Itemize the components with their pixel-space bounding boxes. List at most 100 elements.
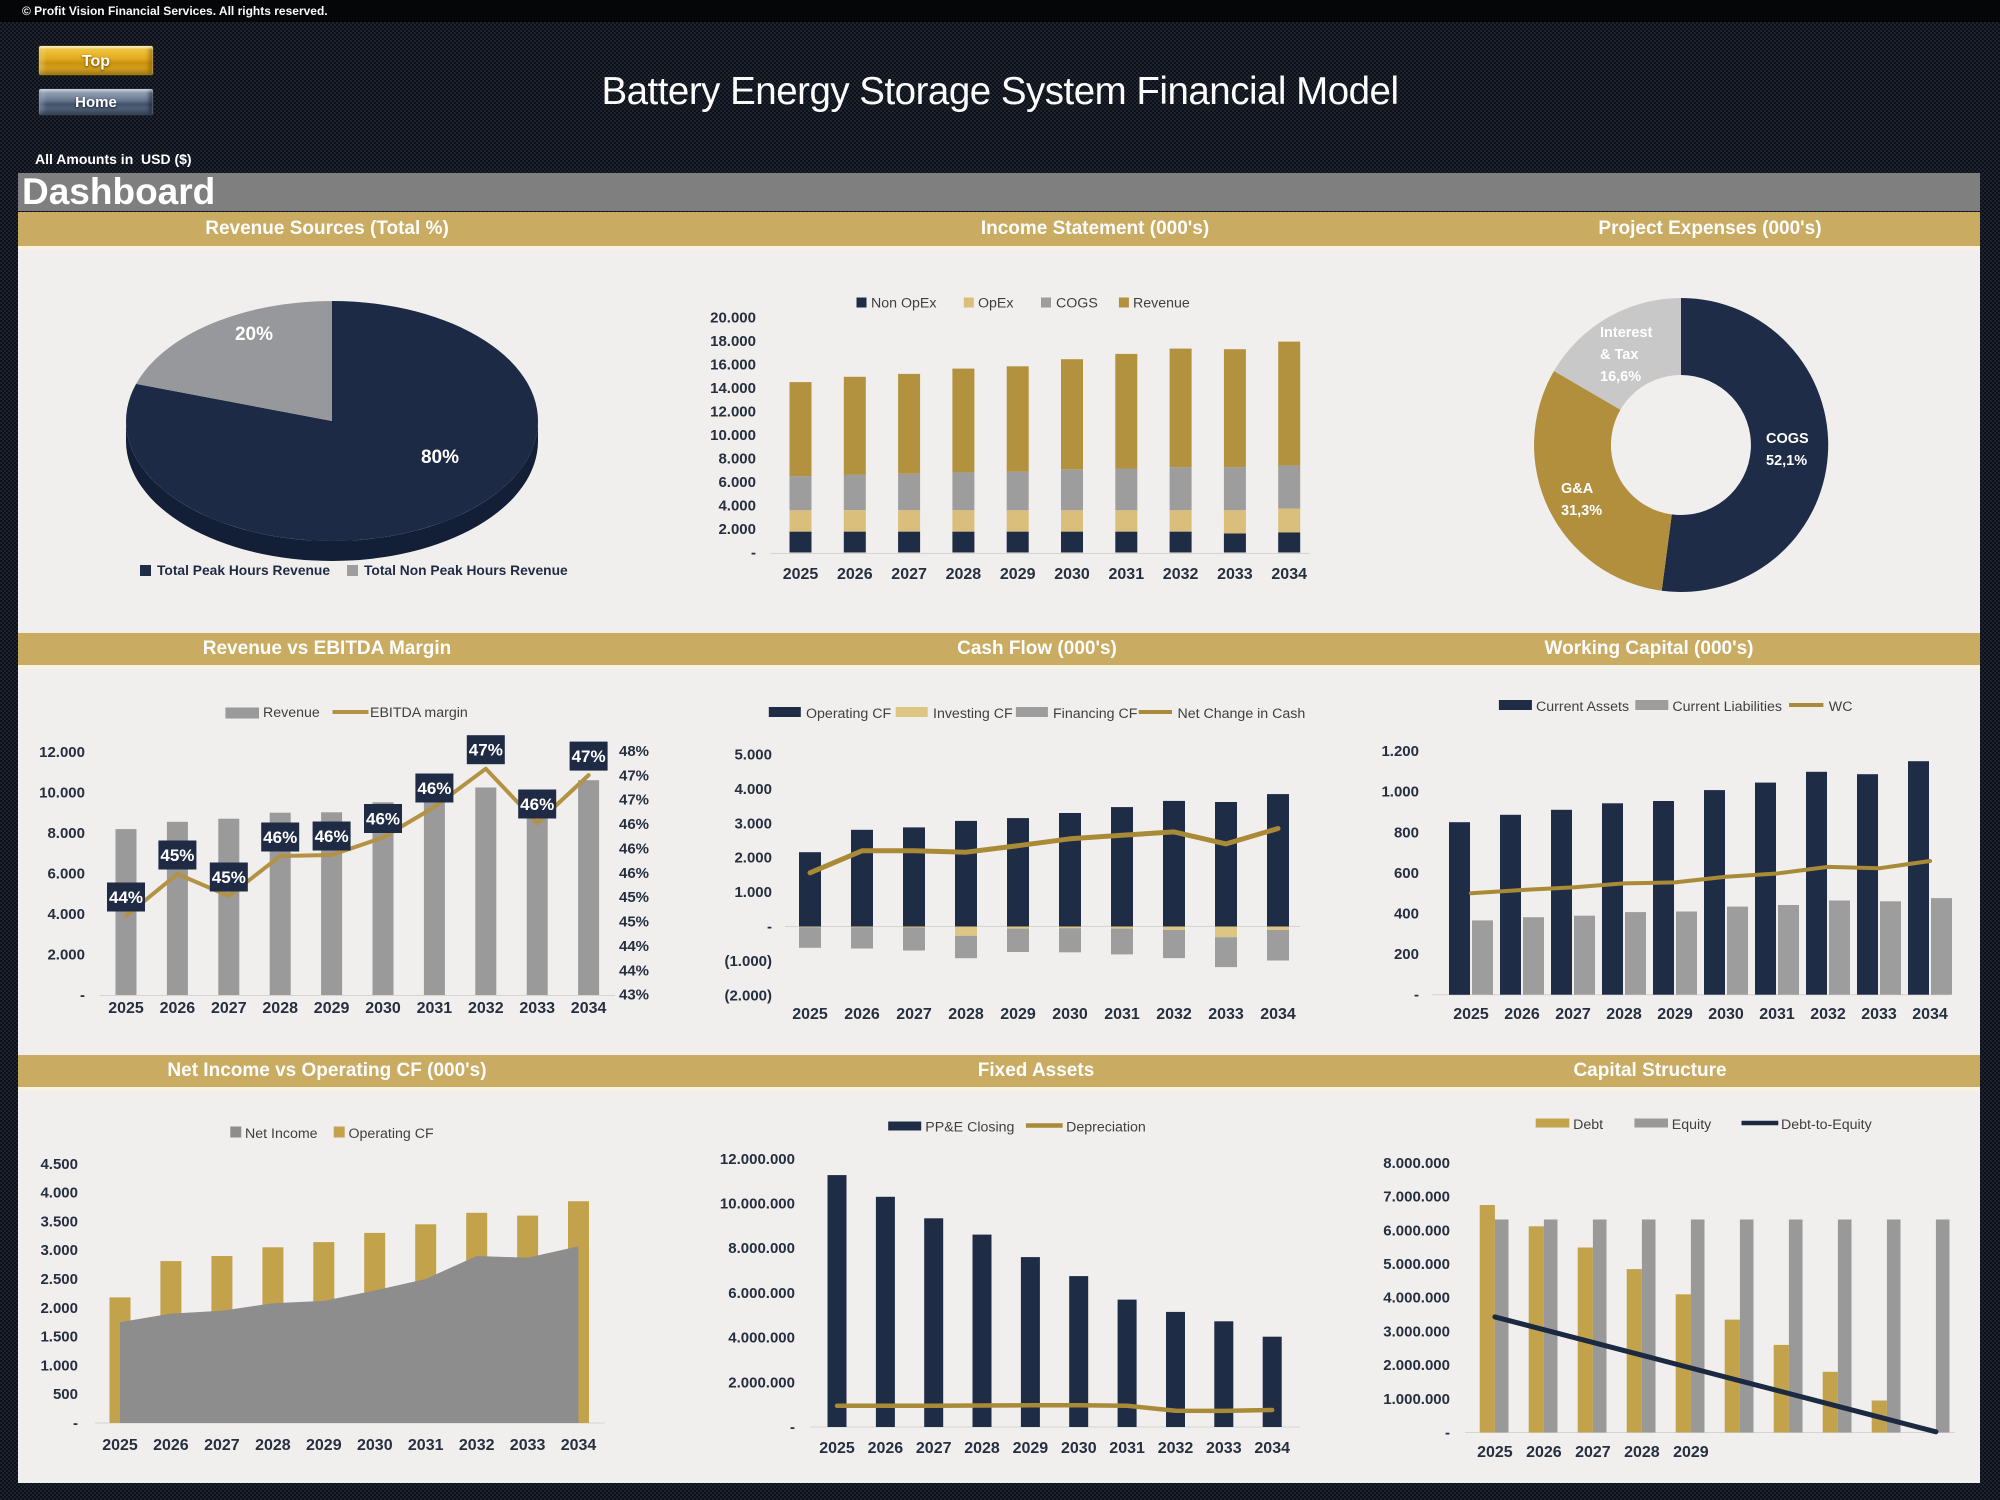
svg-text:2030: 2030 — [365, 1000, 401, 1017]
svg-text:44%: 44% — [619, 962, 649, 979]
svg-text:2028: 2028 — [948, 1006, 984, 1023]
svg-text:12.000.000: 12.000.000 — [720, 1151, 795, 1168]
svg-text:7.000.000: 7.000.000 — [1383, 1189, 1450, 1206]
svg-text:COGS: COGS — [1766, 431, 1809, 447]
svg-text:1.200: 1.200 — [1381, 743, 1419, 760]
svg-text:52,1%: 52,1% — [1766, 453, 1807, 469]
svg-text:Revenue: Revenue — [263, 705, 320, 721]
svg-text:Equity: Equity — [1672, 1117, 1712, 1133]
svg-text:2030: 2030 — [1708, 1006, 1744, 1023]
svg-text:2029: 2029 — [1013, 1440, 1049, 1457]
svg-text:2029: 2029 — [1000, 566, 1036, 583]
svg-text:2025: 2025 — [1453, 1006, 1489, 1023]
svg-text:2028: 2028 — [255, 1437, 291, 1454]
svg-text:12.000: 12.000 — [39, 744, 85, 761]
svg-text:16,6%: 16,6% — [1600, 369, 1641, 385]
svg-text:2026: 2026 — [1504, 1006, 1540, 1023]
svg-text:2029: 2029 — [1657, 1006, 1693, 1023]
svg-text:45%: 45% — [212, 868, 246, 887]
svg-text:2.000.000: 2.000.000 — [1383, 1357, 1450, 1374]
svg-text:8.000.000: 8.000.000 — [1383, 1155, 1450, 1172]
svg-text:80%: 80% — [421, 447, 459, 468]
svg-text:2032: 2032 — [1158, 1440, 1194, 1457]
svg-text:47%: 47% — [619, 792, 649, 809]
svg-text:Operating CF: Operating CF — [349, 1126, 434, 1142]
svg-text:6.000.000: 6.000.000 — [1383, 1222, 1450, 1239]
svg-text:Total Peak Hours Revenue: Total Peak Hours Revenue — [157, 563, 330, 578]
svg-text:2032: 2032 — [1163, 566, 1199, 583]
svg-text:PP&E Closing: PP&E Closing — [925, 1120, 1014, 1136]
svg-text:1.000: 1.000 — [734, 884, 772, 901]
svg-text:G&A: G&A — [1561, 481, 1594, 497]
svg-text:2025: 2025 — [819, 1440, 855, 1457]
svg-text:46%: 46% — [619, 816, 649, 833]
svg-text:-: - — [767, 919, 772, 936]
svg-text:2026: 2026 — [160, 1000, 196, 1017]
svg-text:2031: 2031 — [417, 1000, 453, 1017]
svg-text:6.000.000: 6.000.000 — [728, 1285, 795, 1302]
svg-text:1.500: 1.500 — [40, 1329, 78, 1346]
svg-text:Current Liabilities: Current Liabilities — [1672, 699, 1782, 715]
svg-text:2026: 2026 — [153, 1437, 189, 1454]
svg-text:2033: 2033 — [1208, 1006, 1244, 1023]
svg-text:46%: 46% — [263, 828, 297, 847]
svg-text:Interest: Interest — [1600, 325, 1653, 341]
svg-text:10.000: 10.000 — [39, 784, 85, 801]
svg-text:2030: 2030 — [357, 1437, 393, 1454]
svg-text:2028: 2028 — [946, 566, 982, 583]
svg-text:2025: 2025 — [792, 1006, 828, 1023]
svg-text:43%: 43% — [619, 987, 649, 1004]
svg-text:2029: 2029 — [314, 1000, 350, 1017]
svg-text:31,3%: 31,3% — [1561, 503, 1602, 519]
svg-text:47%: 47% — [572, 747, 606, 766]
svg-text:48%: 48% — [619, 743, 649, 760]
svg-text:2032: 2032 — [468, 1000, 504, 1017]
svg-text:Net Change in Cash: Net Change in Cash — [1178, 706, 1306, 722]
svg-text:Investing CF: Investing CF — [933, 706, 1013, 722]
svg-text:3.000.000: 3.000.000 — [1383, 1323, 1450, 1340]
svg-text:(1.000): (1.000) — [724, 953, 772, 970]
svg-text:2034: 2034 — [561, 1437, 597, 1454]
svg-text:-: - — [790, 1419, 795, 1436]
svg-text:10.000.000: 10.000.000 — [720, 1196, 795, 1213]
svg-text:8.000: 8.000 — [47, 825, 85, 842]
svg-text:Non OpEx: Non OpEx — [871, 296, 936, 312]
svg-text:2030: 2030 — [1054, 566, 1090, 583]
svg-text:47%: 47% — [469, 741, 503, 760]
svg-text:46%: 46% — [417, 779, 451, 798]
svg-text:Financing CF: Financing CF — [1053, 706, 1138, 722]
svg-text:44%: 44% — [109, 888, 143, 907]
svg-text:2029: 2029 — [306, 1437, 342, 1454]
svg-text:2031: 2031 — [1104, 1006, 1140, 1023]
svg-text:2030: 2030 — [1061, 1440, 1097, 1457]
svg-text:2.000.000: 2.000.000 — [728, 1374, 795, 1391]
svg-text:5.000.000: 5.000.000 — [1383, 1256, 1450, 1273]
svg-text:COGS: COGS — [1056, 296, 1098, 312]
svg-text:2031: 2031 — [1109, 1440, 1145, 1457]
svg-text:4.000: 4.000 — [47, 906, 85, 923]
svg-text:2027: 2027 — [1575, 1444, 1611, 1461]
svg-text:2027: 2027 — [211, 1000, 247, 1017]
svg-text:-: - — [80, 987, 85, 1004]
svg-text:2029: 2029 — [1673, 1444, 1709, 1461]
svg-text:2034: 2034 — [1271, 566, 1307, 583]
svg-text:2025: 2025 — [783, 566, 819, 583]
svg-text:Total Non Peak Hours Revenue: Total Non Peak Hours Revenue — [364, 563, 568, 578]
svg-text:2034: 2034 — [1260, 1006, 1296, 1023]
svg-text:2.500: 2.500 — [40, 1271, 78, 1288]
svg-text:WC: WC — [1829, 699, 1853, 715]
svg-text:4.500: 4.500 — [40, 1156, 78, 1173]
svg-text:2028: 2028 — [1624, 1444, 1660, 1461]
svg-text:& Tax: & Tax — [1600, 347, 1638, 363]
svg-text:2031: 2031 — [1759, 1006, 1795, 1023]
svg-text:2026: 2026 — [868, 1440, 904, 1457]
svg-text:46%: 46% — [366, 810, 400, 829]
svg-text:Operating CF: Operating CF — [806, 706, 891, 722]
svg-text:20.000: 20.000 — [710, 310, 756, 327]
svg-text:6.000: 6.000 — [47, 865, 85, 882]
svg-text:1.000.000: 1.000.000 — [1383, 1391, 1450, 1408]
svg-text:10.000: 10.000 — [710, 427, 756, 444]
svg-text:2027: 2027 — [896, 1006, 932, 1023]
svg-text:2033: 2033 — [1217, 566, 1253, 583]
svg-text:2028: 2028 — [1606, 1006, 1642, 1023]
